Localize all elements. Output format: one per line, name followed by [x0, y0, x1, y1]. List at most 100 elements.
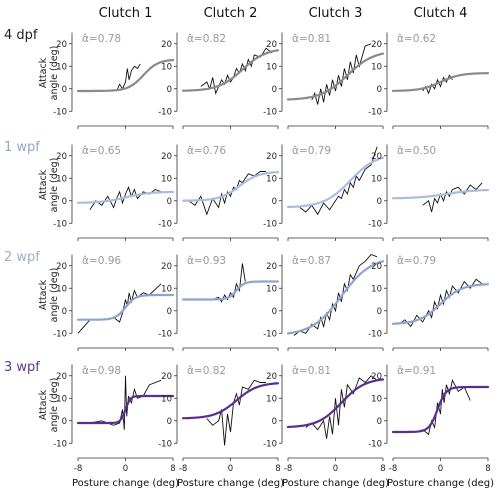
xlabel-2: Posture change (deg): [177, 478, 284, 489]
y-tick-label: 10: [56, 174, 67, 184]
y-tick-label: 0: [167, 417, 172, 427]
alpha-label: α̂=0.82: [187, 365, 226, 377]
y-tick-label: 20: [266, 40, 277, 50]
row-label-0: 4 dpf: [4, 28, 38, 43]
y-tick-label: -10: [263, 107, 277, 117]
alpha-label: α̂=0.91: [397, 365, 436, 377]
ylabel-group-0: Attack angle (deg): [38, 46, 60, 101]
x-tick-label: -8: [389, 464, 397, 474]
ylabel-line2: angle (deg): [49, 158, 60, 213]
y-tick-label: 0: [377, 307, 382, 317]
x-tick-label: -8: [284, 464, 292, 474]
y-tick-label: 10: [371, 62, 382, 72]
ylabel-line1: Attack: [38, 279, 49, 310]
y-tick-label: 20: [56, 262, 67, 272]
fit-curve: [76, 394, 175, 425]
panel-r0-c1: 20 10 0 -10 α̂=0.82: [158, 32, 280, 129]
panel-r3-c2: 20 10 0 -10 -8 0 8 α̂=0.81: [263, 364, 386, 474]
y-tick-label: 10: [371, 394, 382, 404]
panel-r1-c2: 20 10 0 -10 α̂=0.79: [263, 144, 385, 241]
y-tick-label: 0: [167, 85, 172, 95]
data-series-line: [398, 278, 483, 328]
y-tick-label: 10: [161, 394, 172, 404]
x-tick-label: 0: [123, 464, 128, 474]
ylabel-group-2: Attack angle (deg): [38, 268, 60, 323]
data-series-line: [212, 263, 246, 303]
x-tick-label: 0: [438, 464, 443, 474]
alpha-label: α̂=0.50: [397, 145, 436, 157]
y-tick-label: 10: [371, 284, 382, 294]
data-series-line: [77, 283, 162, 334]
fit-curve: [391, 283, 490, 325]
alpha-label: α̂=0.78: [82, 33, 121, 45]
x-tick-label: 8: [275, 464, 280, 474]
alpha-label: α̂=0.62: [397, 33, 436, 45]
y-tick-label: 20: [371, 262, 382, 272]
y-tick-label: -10: [368, 439, 382, 449]
y-tick-label: -10: [53, 439, 67, 449]
y-tick-label: 10: [266, 284, 277, 294]
y-tick-label: 0: [62, 197, 67, 207]
y-tick-label: 20: [266, 372, 277, 382]
x-tick-label: 8: [485, 464, 490, 474]
ylabel-line2: angle (deg): [49, 46, 60, 101]
y-tick-label: 0: [377, 85, 382, 95]
row-label-3: 3 wpf: [4, 360, 40, 375]
y-tick-label: 20: [161, 40, 172, 50]
alpha-label: α̂=0.87: [292, 255, 331, 267]
xlabel-4: Posture change (deg): [387, 478, 494, 489]
fit-curve: [181, 280, 280, 301]
alpha-label: α̂=0.93: [187, 255, 226, 267]
x-tick-label: 8: [170, 464, 175, 474]
y-tick-label: 10: [266, 394, 277, 404]
fit-curve: [391, 71, 490, 93]
y-tick-label: 20: [56, 372, 67, 382]
alpha-label: α̂=0.81: [292, 33, 331, 45]
y-tick-label: 10: [266, 174, 277, 184]
y-tick-label: 20: [56, 40, 67, 50]
fit-curve: [286, 260, 385, 335]
alpha-label: α̂=0.81: [292, 365, 331, 377]
x-tick-label: 0: [333, 464, 338, 474]
y-tick-label: 10: [56, 62, 67, 72]
y-tick-label: -10: [53, 329, 67, 339]
ylabel-line2: angle (deg): [49, 268, 60, 323]
y-tick-label: 20: [371, 152, 382, 162]
y-tick-label: 10: [161, 62, 172, 72]
y-tick-label: 0: [62, 417, 67, 427]
x-tick-label: -8: [74, 464, 82, 474]
xlabel-1: Posture change (deg): [72, 478, 179, 489]
fit-curve: [181, 171, 280, 202]
data-series-line: [116, 63, 141, 92]
data-series-line: [422, 182, 483, 213]
y-tick-label: -10: [263, 329, 277, 339]
alpha-label: α̂=0.96: [82, 255, 121, 267]
panel-r2-c0: 20 10 0 -10 α̂=0.96: [53, 254, 175, 351]
panel-r3-c0: 20 10 0 -10 -8 0 8 α̂=0.98: [53, 364, 176, 474]
panel-r3-c1: 20 10 0 -10 -8 0 8 α̂=0.82: [158, 364, 281, 474]
data-series-line: [305, 375, 378, 439]
y-tick-label: 0: [272, 197, 277, 207]
fit-curve: [76, 293, 175, 321]
y-tick-label: 20: [161, 262, 172, 272]
y-tick-label: 0: [167, 197, 172, 207]
ylabel-group-1: Attack angle (deg): [38, 158, 60, 213]
y-tick-label: 0: [377, 417, 382, 427]
y-tick-label: -10: [53, 107, 67, 117]
y-tick-label: 10: [266, 62, 277, 72]
fit-curve: [286, 156, 385, 209]
y-tick-label: -10: [158, 219, 172, 229]
row-label-2: 2 wpf: [4, 250, 40, 265]
y-tick-label: 0: [272, 417, 277, 427]
data-series-line: [416, 379, 471, 436]
y-tick-label: -10: [368, 107, 382, 117]
y-tick-label: -10: [368, 219, 382, 229]
y-tick-label: 10: [56, 394, 67, 404]
y-tick-label: 0: [272, 85, 277, 95]
y-tick-label: 20: [266, 262, 277, 272]
y-tick-label: 0: [62, 85, 67, 95]
fit-curve: [286, 52, 385, 101]
fit-curve: [181, 49, 280, 92]
data-series-line: [89, 375, 162, 430]
